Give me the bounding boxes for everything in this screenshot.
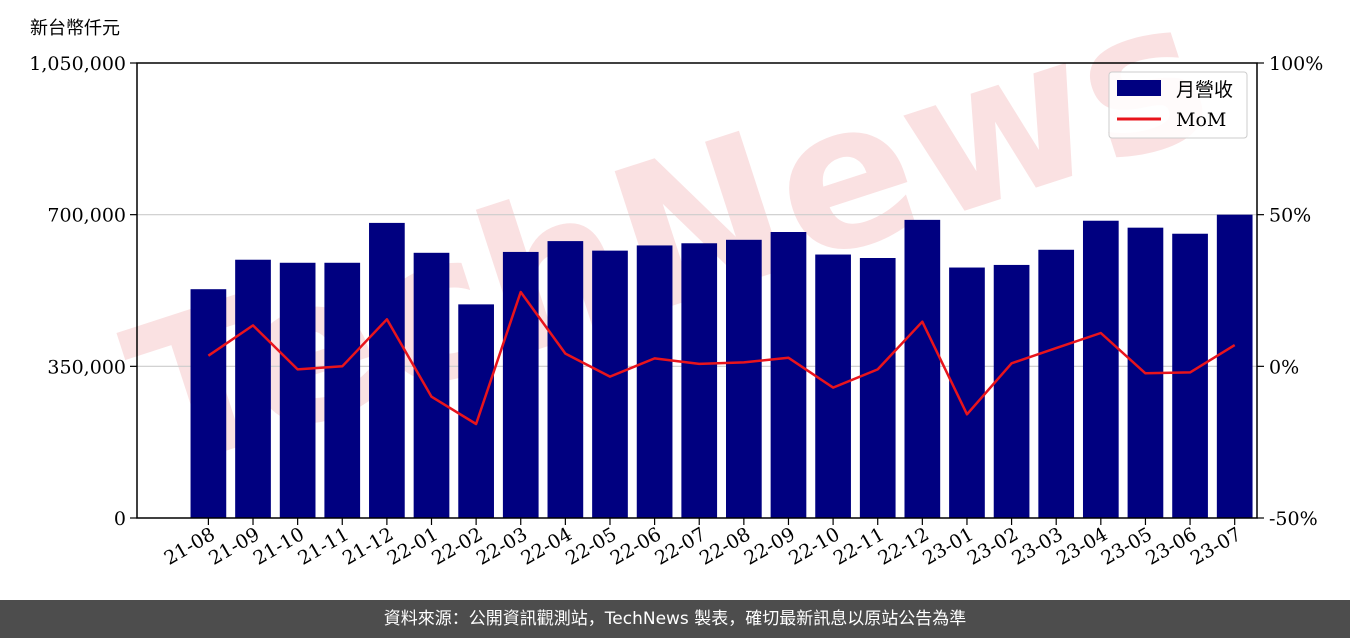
bar-23-04 <box>1082 220 1119 518</box>
x-axis: 21-0821-0921-1021-1121-1222-0122-0222-03… <box>160 518 1245 570</box>
left-tick-label: 700,000 <box>47 205 126 227</box>
bar-22-04 <box>547 241 584 518</box>
bar-23-02 <box>993 264 1030 518</box>
bar-23-07 <box>1216 214 1253 518</box>
right-tick-label: 50% <box>1269 205 1311 227</box>
right-tick-label: 100% <box>1269 53 1323 75</box>
x-tick-label-22-11: 22-11 <box>830 523 888 569</box>
bar-22-03 <box>502 251 539 518</box>
x-tick-label-22-08: 22-08 <box>696 523 754 569</box>
bar-23-03 <box>1038 249 1075 518</box>
x-tick-label-21-12: 21-12 <box>339 523 397 569</box>
x-tick-label-23-04: 23-04 <box>1053 523 1111 569</box>
x-tick-label-22-03: 22-03 <box>473 523 531 569</box>
x-tick-label-23-06: 23-06 <box>1142 523 1200 569</box>
x-tick-label-21-10: 21-10 <box>250 523 308 569</box>
x-tick-label-23-03: 23-03 <box>1008 523 1066 569</box>
bar-22-12 <box>904 219 941 518</box>
y-axis-unit-label: 新台幣仟元 <box>30 18 120 39</box>
revenue-bars <box>190 214 1253 519</box>
right-axis: -50% 0% 50% 100% <box>1257 53 1323 530</box>
x-tick-label-22-09: 22-09 <box>741 523 799 569</box>
x-tick-label-21-08: 21-08 <box>160 523 218 569</box>
x-tick-label-22-04: 22-04 <box>517 523 575 569</box>
bar-21-10 <box>279 262 316 518</box>
mom-line <box>207 290 1236 426</box>
x-tick-label-23-05: 23-05 <box>1098 523 1156 569</box>
bar-22-07 <box>681 243 718 518</box>
x-tick-label-22-01: 22-01 <box>384 523 442 569</box>
left-tick-label: 0 <box>114 508 126 530</box>
bar-22-05 <box>592 250 628 518</box>
x-tick-label-22-07: 22-07 <box>651 523 709 569</box>
bar-21-09 <box>235 259 271 518</box>
x-tick-label-22-10: 22-10 <box>785 523 843 569</box>
x-tick-label-23-07: 23-07 <box>1187 523 1245 569</box>
bar-22-11 <box>859 258 896 518</box>
bar-21-11 <box>324 262 361 518</box>
legend: 月營收 MoM <box>1108 71 1248 139</box>
bar-22-02 <box>458 304 494 518</box>
left-tick-label: 1,050,000 <box>29 53 126 75</box>
x-tick-label-23-01: 23-01 <box>919 523 977 569</box>
legend-label-revenue: 月營收 <box>1176 79 1233 101</box>
left-axis: 0 350,000 700,000 1,050,000 <box>29 53 137 530</box>
x-tick-label-23-02: 23-02 <box>964 523 1022 569</box>
right-tick-label: -50% <box>1269 508 1318 530</box>
bar-22-08 <box>726 239 762 519</box>
plot-frame <box>136 62 1258 519</box>
bar-21-08 <box>190 289 227 518</box>
x-tick-label-22-05: 22-05 <box>562 523 620 569</box>
x-tick-label-21-09: 21-09 <box>205 523 263 569</box>
mom-series-line <box>207 290 1236 426</box>
legend-label-mom: MoM <box>1176 109 1226 131</box>
right-tick-label: 0% <box>1269 356 1299 378</box>
source-footer: 資料來源：公開資訊觀測站，TechNews 製表，確切最新訊息以原站公告為準 <box>0 600 1350 638</box>
bar-23-01 <box>949 267 985 518</box>
bar-22-06 <box>636 245 673 518</box>
legend-swatch-bar <box>1117 80 1161 96</box>
bar-22-01 <box>413 252 450 519</box>
x-tick-label-22-12: 22-12 <box>874 523 932 569</box>
bar-23-06 <box>1172 233 1208 518</box>
bar-21-12 <box>369 222 405 518</box>
left-tick-label: 350,000 <box>47 356 126 378</box>
x-tick-label-22-02: 22-02 <box>428 523 486 569</box>
x-tick-label-22-06: 22-06 <box>607 523 665 569</box>
bar-22-09 <box>770 232 807 518</box>
x-tick-label-21-11: 21-11 <box>294 523 352 569</box>
